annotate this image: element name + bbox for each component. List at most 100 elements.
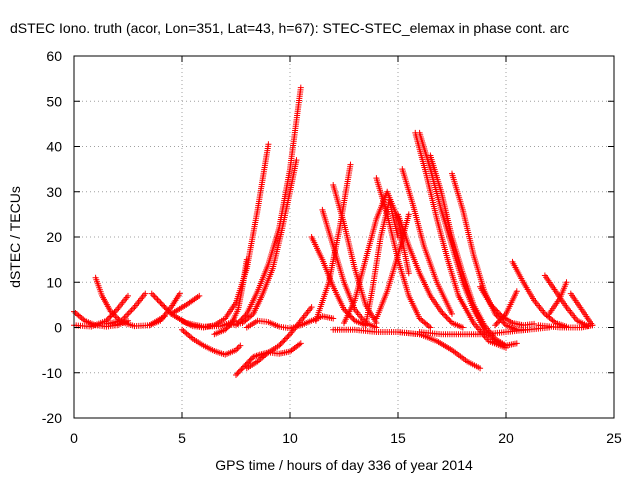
series	[399, 166, 455, 317]
data-point	[112, 307, 119, 314]
data-point	[589, 322, 596, 329]
y-axis-label: dSTEC / TECUs	[7, 186, 23, 288]
data-point	[277, 341, 284, 348]
data-point	[427, 324, 434, 331]
series	[477, 283, 538, 329]
series	[168, 292, 203, 317]
data-point	[443, 314, 450, 321]
x-axis-label: GPS time / hours of day 336 of year 2014	[215, 457, 473, 473]
data-point	[493, 320, 500, 327]
data-point	[280, 338, 287, 345]
data-point	[245, 359, 252, 366]
data-point	[494, 319, 501, 326]
series	[179, 141, 272, 331]
x-tick-label: 15	[390, 430, 406, 446]
data-point	[494, 308, 501, 315]
data-point	[128, 307, 135, 314]
series	[546, 279, 570, 317]
data-point	[330, 315, 337, 322]
data-point	[563, 279, 570, 286]
y-tick-label: 10	[46, 274, 62, 290]
data-point	[449, 310, 455, 317]
data-point	[276, 342, 283, 349]
data-point	[243, 256, 250, 263]
data-point	[246, 357, 253, 364]
y-tick-label: 20	[46, 229, 62, 245]
data-point	[238, 366, 245, 373]
series	[395, 211, 466, 331]
data-point	[440, 311, 447, 318]
x-tick-label: 5	[178, 430, 186, 446]
data-point	[341, 306, 347, 313]
y-tick-label: 50	[46, 93, 62, 109]
data-point	[155, 298, 162, 305]
data-point	[297, 84, 304, 91]
data-point	[447, 318, 454, 325]
data-point	[150, 292, 157, 299]
data-point	[278, 339, 285, 346]
y-tick-label: -20	[42, 410, 62, 426]
data-point	[497, 316, 504, 323]
data-point	[498, 315, 505, 322]
data-point	[285, 332, 292, 339]
data-point	[491, 306, 498, 313]
data-point	[495, 310, 502, 317]
y-tick-label: 0	[54, 320, 62, 336]
data-point	[442, 312, 449, 319]
data-point	[223, 325, 230, 332]
data-point	[444, 315, 451, 322]
data-point	[513, 288, 520, 295]
x-tick-label: 20	[498, 430, 514, 446]
y-tick-label: 60	[46, 48, 62, 64]
data-point	[196, 292, 203, 299]
data-point	[158, 301, 165, 308]
data-point	[125, 310, 132, 317]
data-point	[247, 356, 254, 363]
series	[373, 211, 412, 322]
series	[146, 290, 183, 329]
data-point	[284, 334, 291, 341]
data-point	[106, 314, 113, 321]
data-point	[265, 141, 272, 148]
data-point	[142, 290, 149, 297]
data-point	[350, 316, 357, 323]
data-point	[500, 313, 507, 320]
series	[535, 322, 596, 331]
x-tick-label: 25	[606, 430, 622, 446]
data-point	[531, 320, 538, 327]
data-point	[405, 211, 412, 218]
data-point	[500, 319, 507, 326]
data-point	[513, 340, 520, 347]
x-tick-label: 0	[70, 430, 78, 446]
series	[319, 206, 380, 331]
data-point	[154, 296, 161, 303]
data-point	[160, 302, 167, 309]
data-points	[71, 84, 596, 379]
series	[412, 129, 509, 351]
series	[233, 84, 304, 329]
data-point	[125, 317, 131, 324]
data-point	[234, 370, 241, 377]
data-point	[222, 326, 229, 333]
data-point	[237, 367, 244, 374]
data-point	[493, 307, 500, 314]
data-point	[124, 311, 131, 318]
y-tick-label: -10	[42, 365, 62, 381]
data-point	[446, 317, 453, 324]
series	[427, 152, 520, 349]
series	[243, 313, 337, 332]
data-point	[347, 161, 354, 168]
y-tick-label: 40	[46, 139, 62, 155]
data-point	[235, 369, 242, 376]
data-point	[148, 290, 155, 297]
y-tick-label: 30	[46, 184, 62, 200]
series	[179, 326, 244, 358]
data-point	[161, 303, 168, 310]
data-point	[459, 324, 466, 331]
data-point	[501, 312, 508, 319]
data-point	[130, 305, 137, 312]
data-point	[242, 312, 249, 319]
data-point	[125, 292, 131, 299]
data-point	[501, 320, 508, 327]
